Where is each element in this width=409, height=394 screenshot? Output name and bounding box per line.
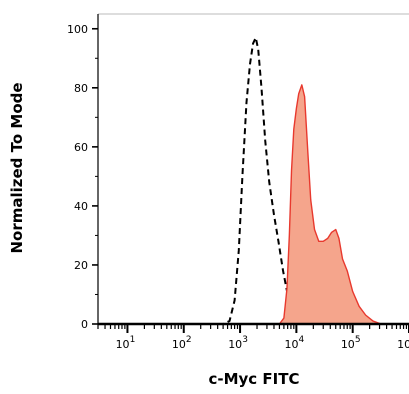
x-tick-label: 102 — [172, 335, 192, 351]
x-tick-label-exponent: 3 — [242, 335, 248, 345]
y-tick-label: 60 — [74, 141, 88, 154]
x-tick-label-base: 10 — [116, 338, 130, 351]
x-tick-label-exponent: 2 — [186, 335, 192, 345]
x-tick-label-exponent: 1 — [130, 335, 136, 345]
x-axis: 101102103104105106 — [97, 322, 409, 351]
x-tick-label-base: 10 — [285, 338, 299, 351]
y-axis-title: Normalized To Mode — [8, 82, 26, 253]
x-tick-label-base: 10 — [172, 338, 186, 351]
series-1-histogram — [97, 84, 409, 325]
y-tick-label: 20 — [74, 259, 88, 272]
x-tick-label: 106 — [397, 335, 409, 351]
x-tick-label: 105 — [341, 335, 361, 351]
x-axis-title: c-Myc FITC — [208, 370, 299, 388]
x-tick-label-base: 10 — [397, 338, 409, 351]
x-tick-label-base: 10 — [228, 338, 242, 351]
x-tick-label: 101 — [116, 335, 136, 351]
x-tick-label-exponent: 4 — [299, 335, 305, 345]
x-tick-label-exponent: 5 — [355, 335, 361, 345]
x-tick-label: 104 — [285, 335, 305, 351]
plot-area — [97, 13, 409, 325]
y-tick-label: 0 — [81, 318, 88, 331]
y-axis: 0 20 40 60 80 100 — [67, 14, 99, 331]
y-tick-label: 80 — [74, 82, 88, 95]
y-tick-label: 40 — [74, 200, 88, 213]
x-tick-label-base: 10 — [341, 338, 355, 351]
x-tick-label: 103 — [228, 335, 248, 351]
series-0-histogram — [98, 36, 409, 325]
y-tick-label: 100 — [67, 23, 88, 36]
